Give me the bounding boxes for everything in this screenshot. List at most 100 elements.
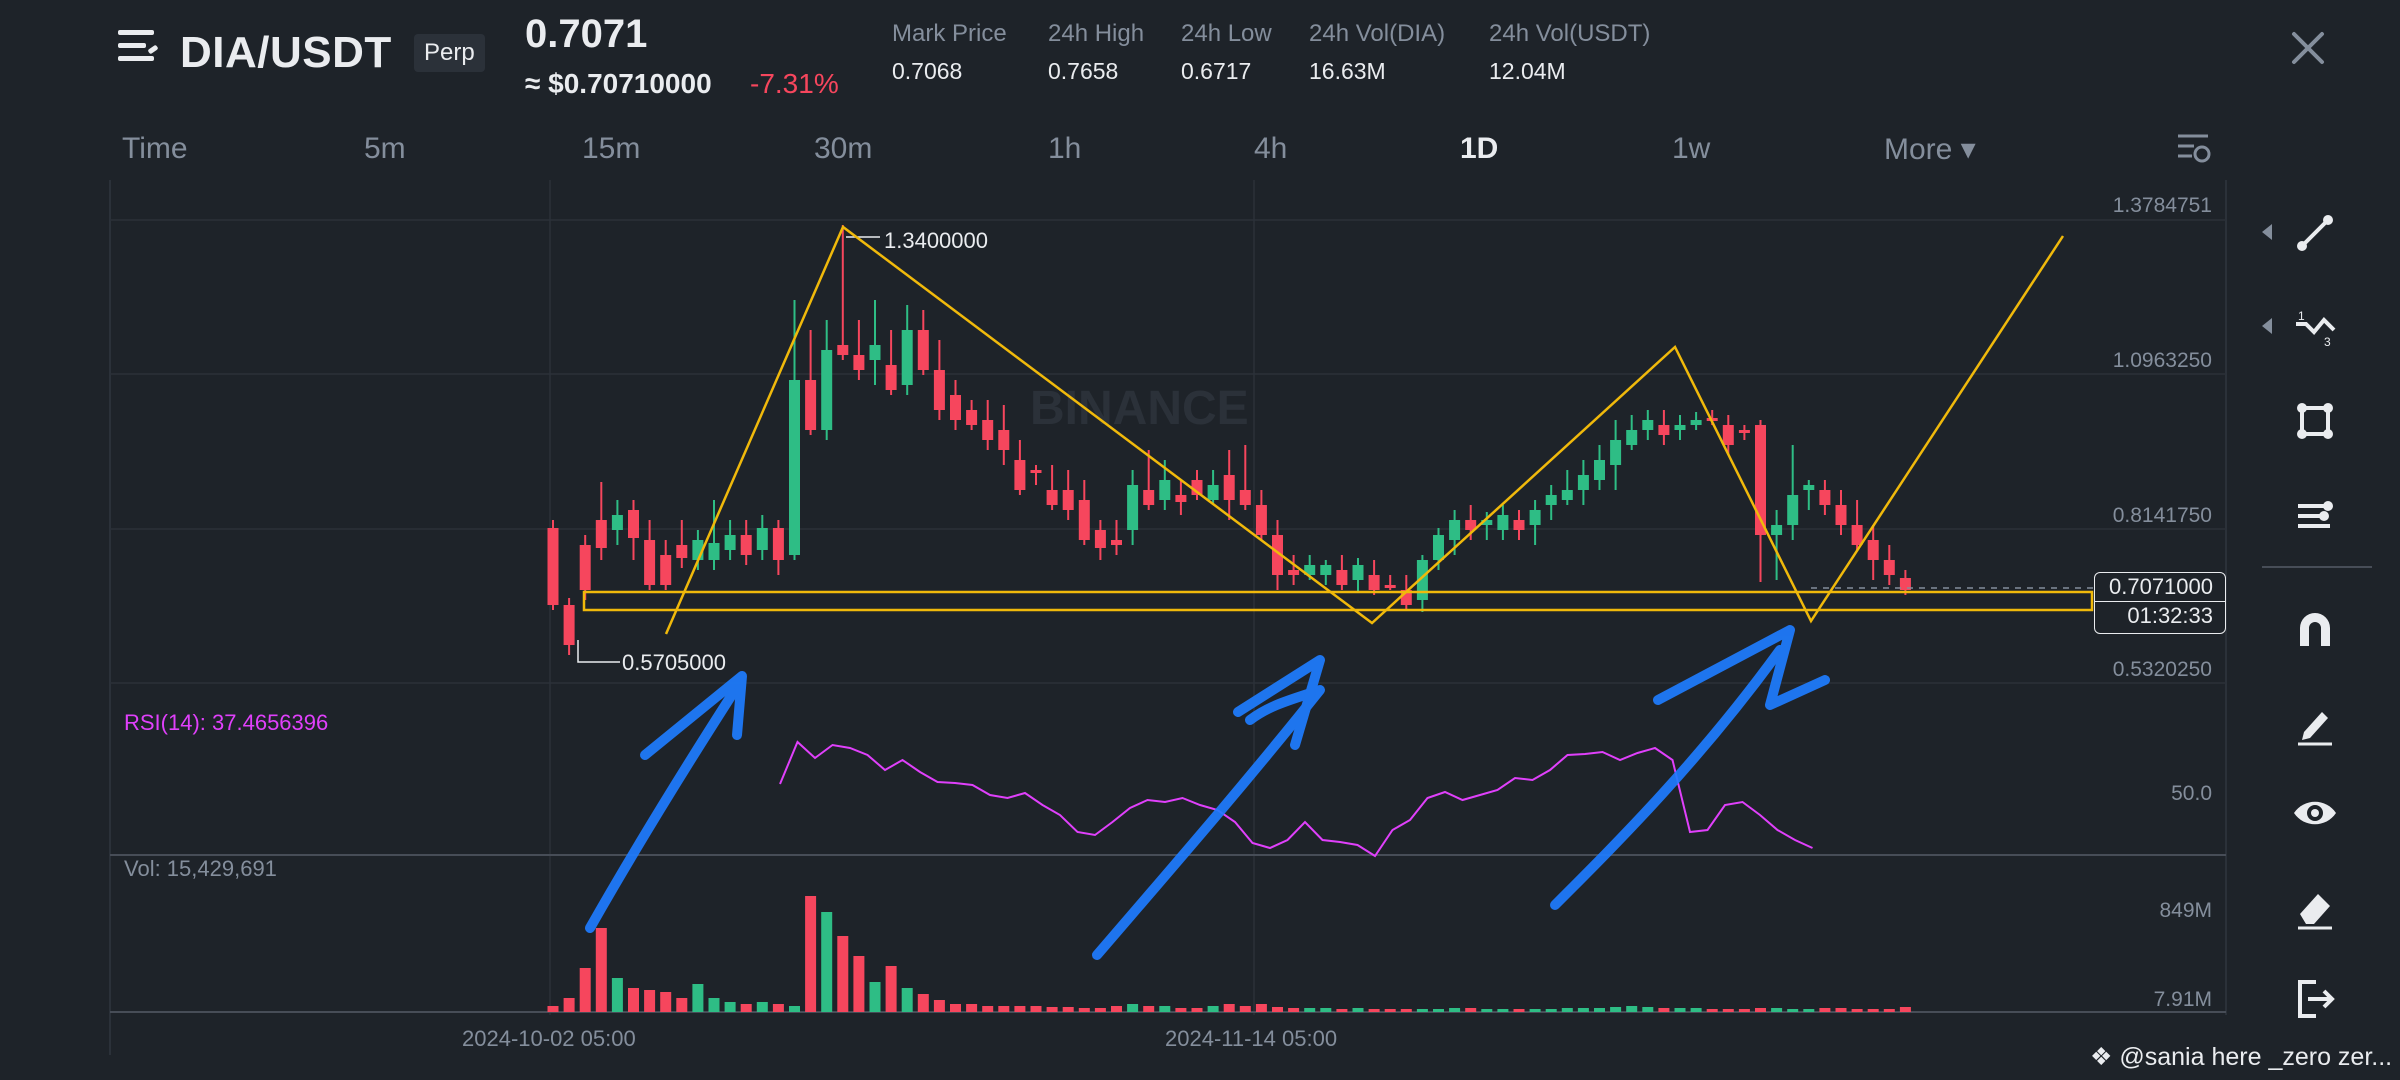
candle-body	[1851, 525, 1863, 545]
indicator-tool-icon[interactable]	[2290, 490, 2340, 540]
candle-body	[1561, 490, 1573, 500]
candle-body	[1288, 570, 1300, 575]
candle-body	[1207, 485, 1219, 500]
rectangle-tool-icon[interactable]	[2290, 396, 2340, 446]
candle-body	[869, 345, 881, 360]
candle-body	[1127, 485, 1139, 530]
menu-icon[interactable]	[118, 30, 160, 70]
candle-body	[982, 420, 994, 440]
current-price-tag: 0.7071000 01:32:33	[2094, 572, 2226, 634]
volume-bar	[1159, 1006, 1171, 1012]
stat-value-mark-price: 0.7068	[892, 58, 963, 84]
current-price-value: 0.7071000	[2109, 574, 2213, 599]
candle-body	[547, 528, 559, 605]
chart-settings-icon[interactable]	[2174, 130, 2214, 166]
volume-bar	[579, 968, 591, 1012]
candle-body	[950, 395, 961, 420]
candle-body	[821, 350, 833, 430]
tab-4h[interactable]: 4h	[1254, 132, 1288, 165]
rsi-axis-label: 50.0	[2171, 782, 2212, 805]
candle-body	[1111, 540, 1122, 545]
volume-bar	[1433, 1009, 1444, 1012]
volume-bar	[869, 982, 881, 1012]
volume-bar	[1255, 1004, 1267, 1012]
eye-icon[interactable]	[2290, 788, 2340, 838]
candle-body	[1175, 495, 1187, 502]
annotation-arrow-1	[585, 685, 740, 933]
candle-body	[1272, 535, 1283, 575]
pair-title[interactable]: DIA/USDT	[180, 28, 392, 77]
price-axis-label: 1.3784751	[2113, 194, 2212, 217]
volume-bar	[982, 1006, 994, 1012]
magnet-icon[interactable]	[2290, 604, 2340, 654]
candle-body	[692, 540, 704, 560]
tab-15m[interactable]: 15m	[582, 132, 641, 165]
volume-bar	[1014, 1006, 1026, 1012]
candle-body	[1738, 430, 1750, 433]
low-marker-label: 0.5705000	[622, 650, 726, 675]
tab-1w[interactable]: 1w	[1672, 132, 1711, 165]
volume-bar	[1288, 1008, 1300, 1012]
candle-body	[1062, 490, 1074, 510]
candle-body	[1255, 505, 1267, 535]
volume-bar	[1449, 1008, 1461, 1012]
candle-body	[1642, 420, 1654, 430]
eraser-icon[interactable]	[2290, 882, 2340, 932]
tab-time[interactable]: Time	[122, 132, 188, 165]
user-watermark: ❖ @sania here _zero zer...	[2090, 1042, 2392, 1072]
stat-label-mark-price: Mark Price	[892, 20, 1007, 47]
volume-bar	[547, 1006, 559, 1012]
candle-body	[740, 535, 752, 555]
annotation-arrow-2	[1092, 685, 1325, 960]
pencil-icon[interactable]	[2290, 698, 2340, 748]
tab-1d[interactable]: 1D	[1460, 132, 1499, 165]
candle-body	[1594, 460, 1605, 480]
volume-bar	[724, 1002, 736, 1012]
volume-bar	[1513, 1009, 1525, 1012]
volume-bar	[821, 912, 833, 1012]
volume-bar	[901, 988, 913, 1012]
candle-body	[1046, 490, 1058, 505]
rsi-line	[779, 740, 1813, 858]
candle-body	[1143, 490, 1155, 505]
tool-expand-arrow-icon[interactable]	[2260, 222, 2274, 242]
line-tool-icon[interactable]	[2290, 208, 2340, 258]
exit-icon[interactable]	[2290, 974, 2340, 1024]
volume-bar	[1690, 1008, 1702, 1012]
volume-bar	[1594, 1008, 1605, 1012]
tab-5m[interactable]: 5m	[364, 132, 406, 165]
candle-body	[1481, 520, 1493, 525]
volume-axis-label: 849M	[2159, 899, 2212, 922]
stat-label-24h-vol-usdt: 24h Vol(USDT)	[1489, 20, 1651, 47]
volume-bar	[998, 1006, 1010, 1012]
diamond-icon: ❖	[2090, 1043, 2113, 1071]
candle-body	[1014, 460, 1026, 490]
volume-bar	[1062, 1007, 1074, 1012]
volume-bar	[1111, 1006, 1122, 1012]
volume-bar	[1368, 1009, 1380, 1012]
candle-body	[1819, 490, 1831, 505]
stat-label-24h-vol-dia: 24h Vol(DIA)	[1309, 20, 1446, 47]
volume-bar	[1610, 1007, 1622, 1012]
candle-body	[756, 528, 768, 550]
volume-bar	[1819, 1008, 1831, 1012]
candle-body	[724, 535, 736, 550]
candle-body	[1368, 575, 1380, 590]
close-icon[interactable]	[2286, 26, 2330, 70]
volume-bar	[1304, 1008, 1316, 1012]
candle-body	[1787, 495, 1799, 525]
candle-body	[885, 365, 897, 390]
candle-body	[1239, 490, 1251, 505]
tab-more[interactable]: More ▾	[1884, 133, 1976, 166]
annotation-arrowhead-2	[1233, 655, 1325, 750]
candle-body	[1513, 520, 1525, 530]
tool-expand-arrow-icon[interactable]	[2260, 316, 2274, 336]
volume-bar	[1191, 1008, 1203, 1012]
tab-1h[interactable]: 1h	[1048, 132, 1082, 165]
candles-group	[547, 225, 1911, 655]
volume-bar	[1030, 1006, 1042, 1012]
tab-30m[interactable]: 30m	[814, 132, 873, 165]
volume-bar	[1658, 1008, 1670, 1012]
